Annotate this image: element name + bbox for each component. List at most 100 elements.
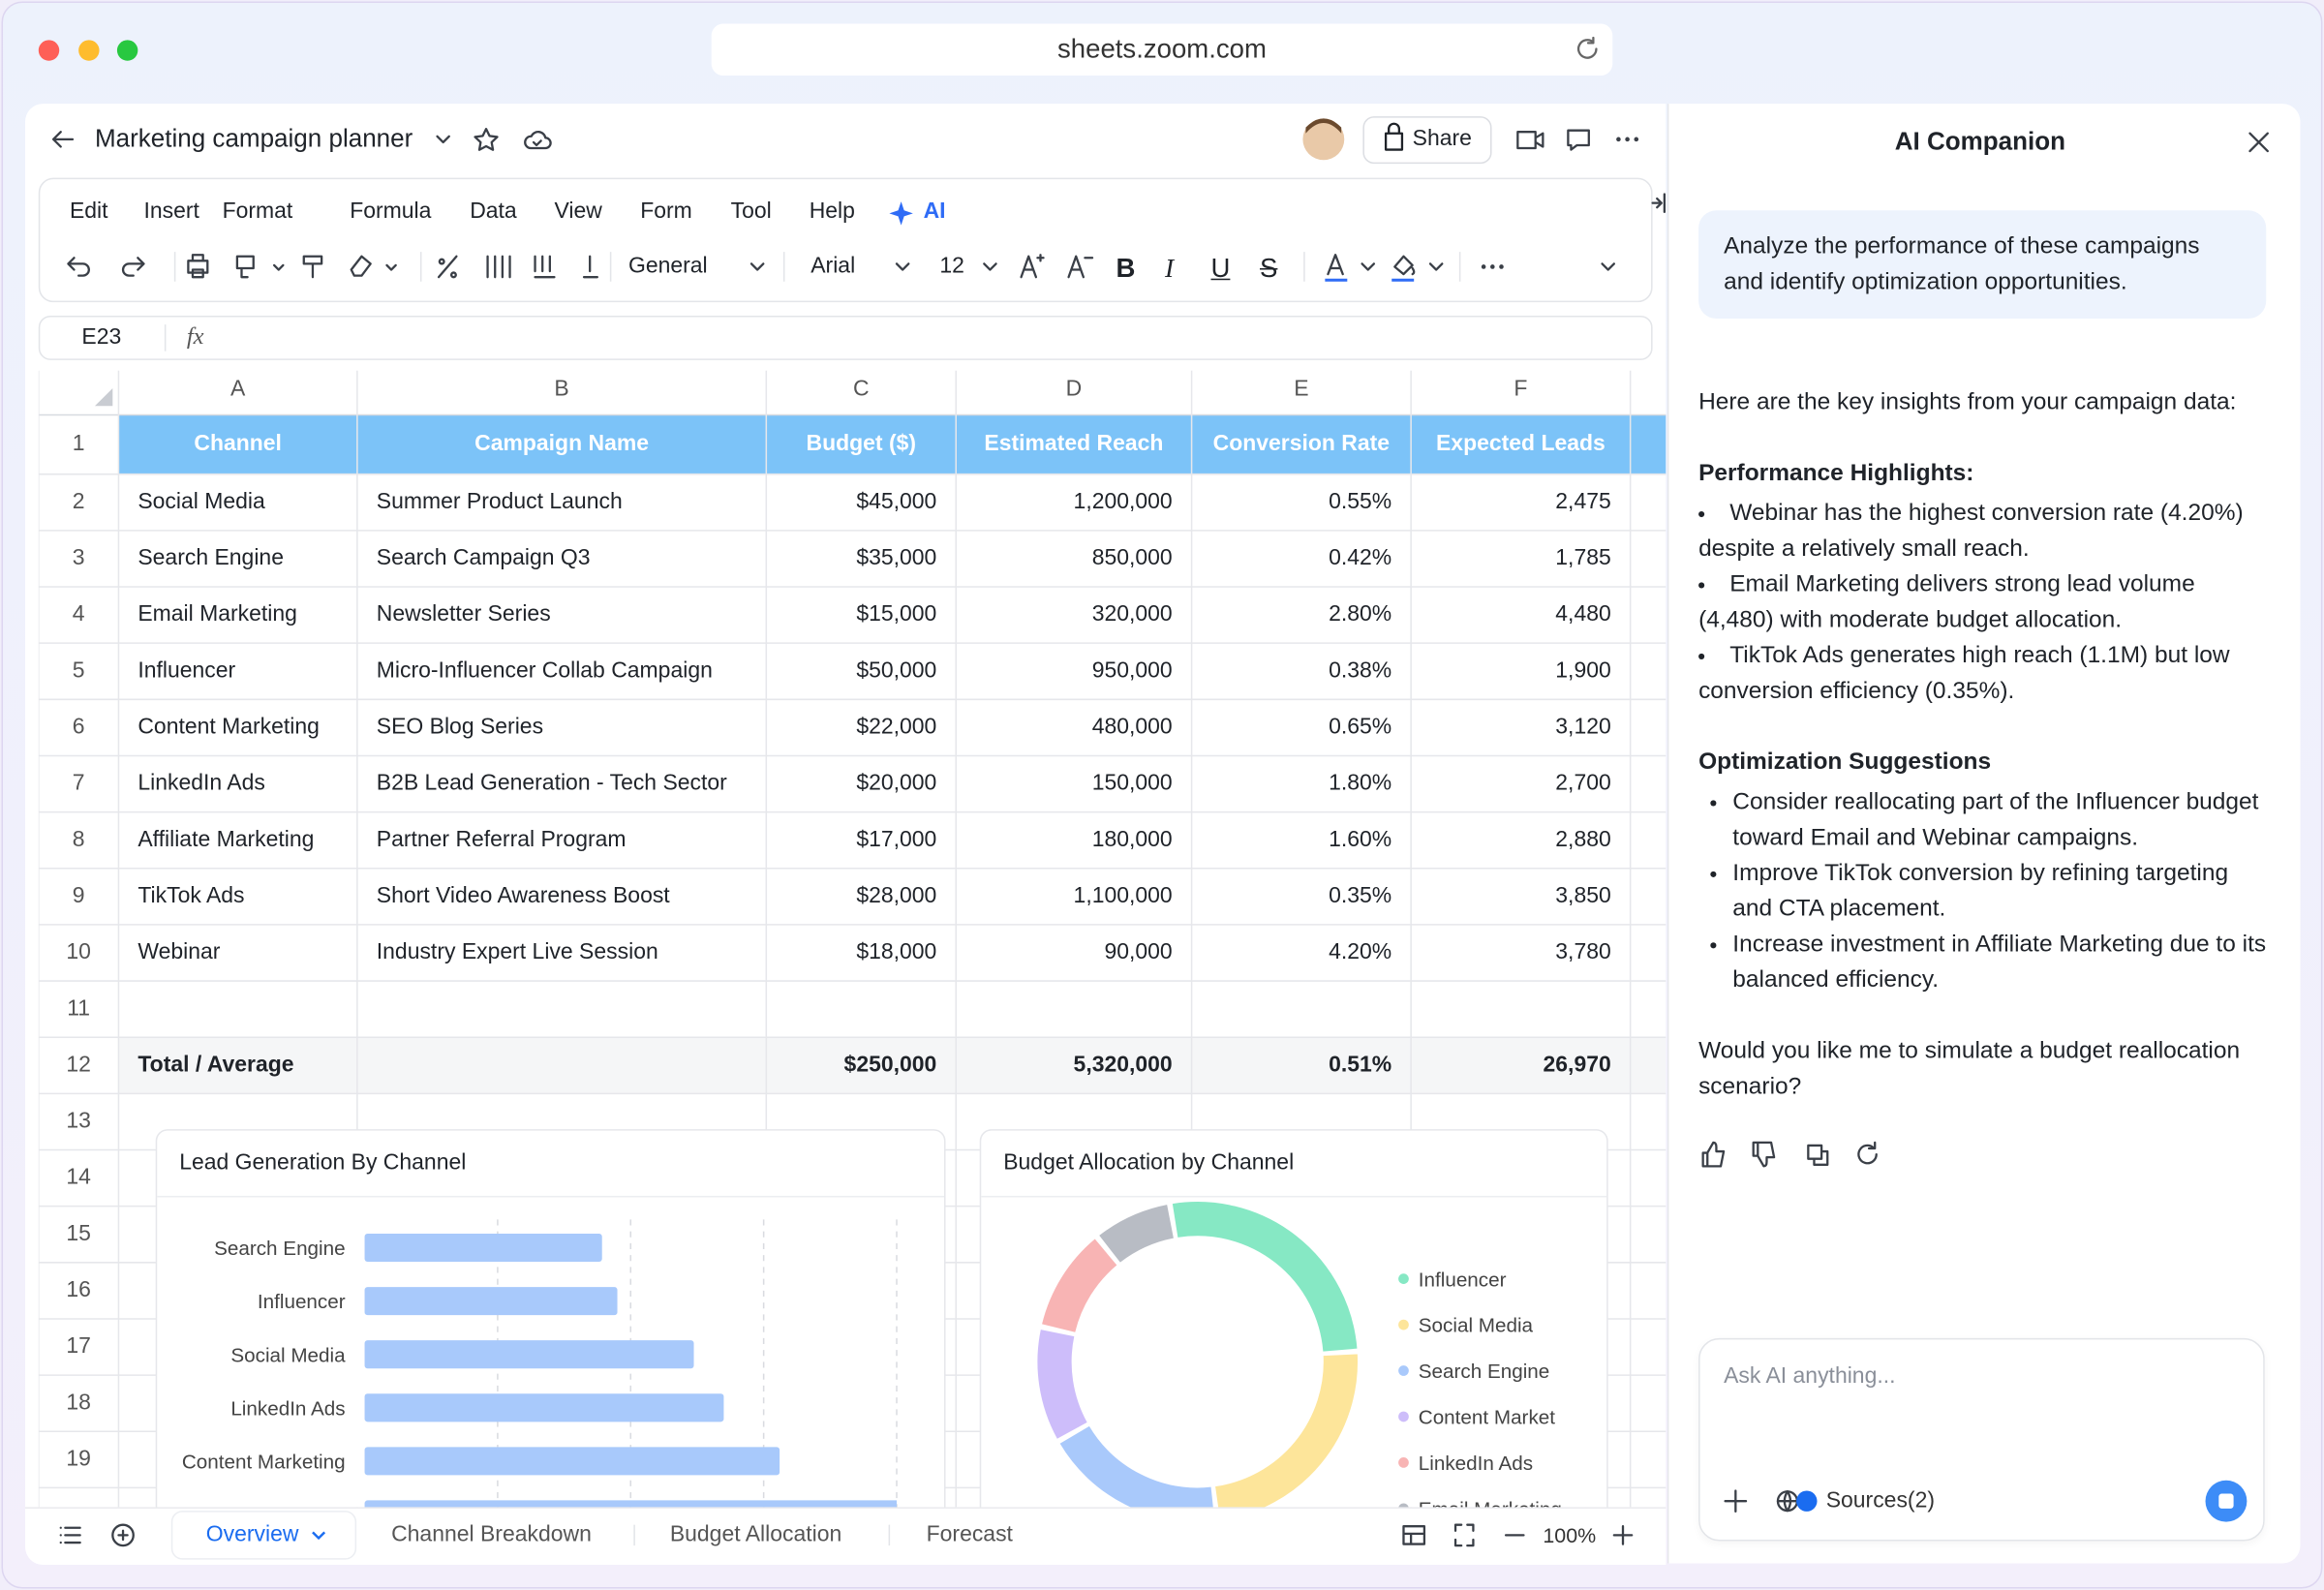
avatar[interactable] <box>1302 118 1345 161</box>
active-tab[interactable] <box>170 1511 357 1560</box>
formula-bar[interactable] <box>38 315 1653 360</box>
cell[interactable]: 1,785 <box>1555 545 1611 571</box>
cell[interactable]: $50,000 <box>856 657 937 684</box>
cell[interactable]: 480,000 <box>1091 714 1173 740</box>
thumbs-up[interactable] <box>1701 1141 1726 1168</box>
add-sheet-icon[interactable] <box>111 1523 135 1547</box>
sheet-list-icon[interactable] <box>59 1526 81 1544</box>
cell[interactable]: 150,000 <box>1091 770 1173 796</box>
menu-item[interactable]: Insert <box>143 199 199 225</box>
sheet-tab[interactable]: Overview <box>205 1521 299 1547</box>
menu-item[interactable]: Data <box>470 199 517 225</box>
cell[interactable]: 90,000 <box>1104 939 1173 965</box>
style-button[interactable]: B <box>1116 253 1136 284</box>
cell[interactable]: 2,700 <box>1555 770 1611 796</box>
cell[interactable]: SEO Blog Series <box>376 714 544 740</box>
cell[interactable]: Webinar <box>138 939 221 965</box>
share-button[interactable] <box>1362 116 1492 165</box>
cell[interactable]: 0.42% <box>1329 545 1392 571</box>
reload-icon[interactable] <box>1574 36 1601 63</box>
cell[interactable]: $22,000 <box>856 714 937 740</box>
regenerate-icon[interactable] <box>1857 1141 1878 1165</box>
fullscreen-icon[interactable] <box>1453 1523 1475 1547</box>
cell[interactable]: B2B Lead Generation - Tech Sector <box>376 770 727 796</box>
font-name[interactable]: Arial <box>810 253 856 279</box>
cell[interactable]: 0.38% <box>1329 657 1392 684</box>
cell[interactable]: Search Campaign Q3 <box>376 545 591 571</box>
header-cell[interactable]: Campaign Name <box>474 431 650 457</box>
cell[interactable]: 180,000 <box>1091 826 1173 852</box>
cell[interactable]: 850,000 <box>1091 545 1173 571</box>
menu-item[interactable]: Form <box>640 199 692 225</box>
cell[interactable]: 320,000 <box>1091 601 1173 627</box>
font-size[interactable]: 12 <box>939 253 964 279</box>
url-bar[interactable] <box>711 23 1613 76</box>
style-button[interactable]: S <box>1260 253 1278 284</box>
cell[interactable]: $20,000 <box>856 770 937 796</box>
menu-item[interactable]: Format <box>222 199 293 225</box>
style-button[interactable]: I <box>1165 253 1175 284</box>
ai-sparkle[interactable] <box>889 201 913 226</box>
cell[interactable]: 2.80% <box>1329 601 1392 627</box>
cell[interactable]: TikTok Ads <box>138 883 245 909</box>
cloud-icon[interactable] <box>524 131 552 150</box>
cell[interactable]: 950,000 <box>1091 657 1173 684</box>
minimize-dot[interactable] <box>78 40 100 61</box>
cell[interactable]: 1.80% <box>1329 770 1392 796</box>
cell[interactable]: 26,970 <box>1543 1052 1611 1078</box>
sheet-tab[interactable]: Forecast <box>926 1521 1013 1547</box>
cell[interactable]: 0.35% <box>1329 883 1392 909</box>
menu-item[interactable]: Edit <box>69 199 108 225</box>
number-format[interactable]: General <box>627 253 708 279</box>
cell[interactable]: 3,850 <box>1555 883 1611 909</box>
header-cell[interactable]: Estimated Reach <box>984 431 1164 457</box>
cell[interactable]: Summer Product Launch <box>376 488 623 515</box>
cell[interactable]: 1.60% <box>1329 826 1392 852</box>
cell[interactable]: 0.51% <box>1329 1052 1392 1078</box>
header-cell[interactable]: Conversion Rate <box>1212 431 1391 457</box>
cell[interactable]: 4.20% <box>1329 939 1392 965</box>
cell[interactable]: Influencer <box>138 657 236 684</box>
cell[interactable]: 0.55% <box>1329 488 1392 515</box>
doc-title[interactable]: Marketing campaign planner <box>94 124 413 153</box>
back-icon[interactable] <box>51 131 75 148</box>
thumbs-down[interactable] <box>1752 1141 1776 1168</box>
video-icon[interactable] <box>1516 131 1544 150</box>
sources[interactable]: Sources(2) <box>1825 1487 1935 1514</box>
cell[interactable]: Partner Referral Program <box>376 826 627 852</box>
zoom-in[interactable] <box>1612 1525 1634 1545</box>
cell[interactable]: 3,120 <box>1555 714 1611 740</box>
cell[interactable]: 3,780 <box>1555 939 1611 965</box>
cell[interactable]: Email Marketing <box>138 601 297 627</box>
cell[interactable]: 2,880 <box>1555 826 1611 852</box>
cell[interactable]: Social Media <box>138 488 265 515</box>
sheet-tab[interactable]: Channel Breakdown <box>391 1521 592 1547</box>
ai-input[interactable] <box>1698 1337 2265 1542</box>
copy-icon[interactable] <box>1807 1144 1829 1166</box>
header-cell[interactable]: Budget ($) <box>806 431 917 457</box>
cell[interactable]: 0.65% <box>1329 714 1392 740</box>
chat-icon[interactable] <box>1567 129 1590 151</box>
cell[interactable]: 1,100,000 <box>1073 883 1173 909</box>
cell[interactable]: Total / Average <box>138 1052 294 1078</box>
zoom-dot[interactable] <box>116 40 138 61</box>
cell[interactable]: 5,320,000 <box>1073 1052 1173 1078</box>
cell[interactable]: Content Marketing <box>138 714 320 740</box>
menu-item[interactable]: AI <box>923 199 946 225</box>
header-cell[interactable]: Channel <box>194 431 282 457</box>
cell[interactable]: $17,000 <box>856 826 937 852</box>
header-cell[interactable]: Expected Leads <box>1435 431 1605 457</box>
star-icon[interactable] <box>474 127 499 151</box>
cell[interactable]: Search Engine <box>138 545 284 571</box>
cell[interactable]: 4,480 <box>1555 601 1611 627</box>
cell[interactable]: Affiliate Marketing <box>138 826 315 852</box>
menu-item[interactable]: View <box>554 199 602 225</box>
cell[interactable]: $35,000 <box>856 545 937 571</box>
cell[interactable]: $15,000 <box>856 601 937 627</box>
cell[interactable]: Micro-Influencer Collab Campaign <box>376 657 713 684</box>
cell[interactable]: $250,000 <box>843 1052 937 1078</box>
ai-close[interactable] <box>2248 132 2269 153</box>
style-button[interactable]: U <box>1210 253 1231 284</box>
cell[interactable]: LinkedIn Ads <box>138 770 265 796</box>
cell[interactable]: Short Video Awareness Boost <box>376 883 670 909</box>
